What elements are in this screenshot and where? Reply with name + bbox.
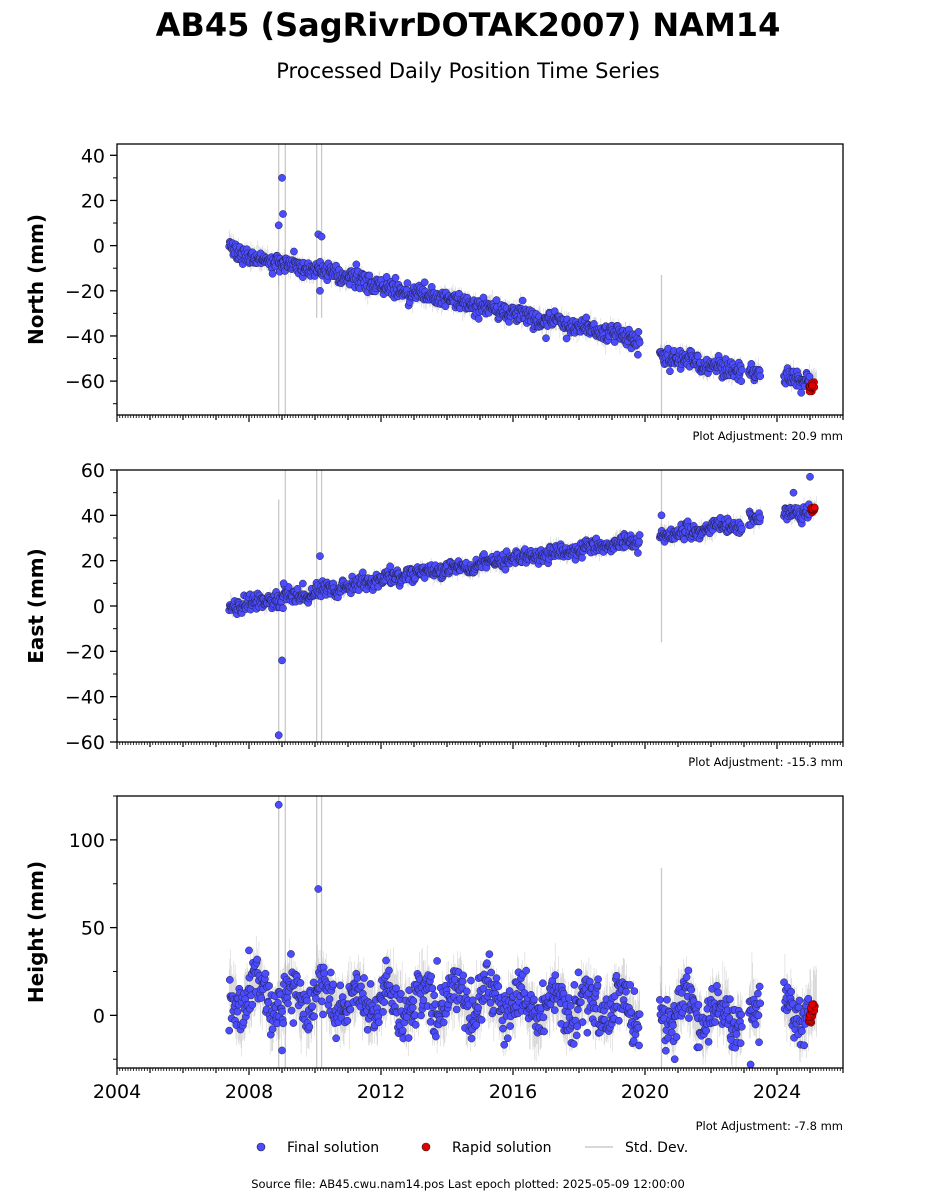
y-tick-label: −40: [65, 687, 105, 709]
outlier-point: [274, 731, 283, 740]
rapid-solution-east: [807, 503, 819, 517]
data-point: [403, 279, 412, 287]
data-point: [420, 278, 429, 287]
data-point: [634, 328, 643, 336]
y-axis-label-north: North (mm): [24, 214, 48, 345]
data-point: [293, 584, 302, 593]
data-point: [233, 1007, 242, 1016]
final-solution-north: [225, 174, 814, 397]
data-point: [635, 531, 644, 539]
data-point: [279, 1019, 288, 1028]
data-point: [635, 338, 644, 347]
y-tick-label: −40: [65, 326, 105, 348]
outlier-point: [278, 174, 286, 182]
data-point: [225, 1026, 234, 1035]
data-point: [518, 296, 527, 305]
data-point: [578, 553, 586, 562]
final-solution-east: [225, 472, 814, 740]
data-point: [635, 537, 643, 546]
data-point: [737, 524, 746, 533]
data-point: [261, 969, 270, 978]
data-point: [441, 302, 450, 311]
data-point: [666, 367, 674, 376]
data-point: [562, 334, 571, 343]
data-point: [365, 271, 374, 280]
data-point: [268, 269, 277, 278]
panel-east: 60 40 20 0 −20 −40 −60 East (mm): [24, 460, 844, 754]
data-point: [284, 999, 292, 1008]
data-point: [225, 976, 234, 984]
outlier-point: [542, 334, 550, 343]
data-point: [287, 950, 295, 958]
data-point: [756, 372, 765, 381]
outlier-point: [279, 210, 287, 218]
data-point: [253, 955, 261, 964]
plot-area-east: [225, 470, 819, 742]
data-point: [582, 313, 591, 322]
outlier-point: [316, 286, 324, 295]
data-point: [278, 1007, 286, 1016]
data-point: [694, 352, 702, 360]
plot-area-north: [225, 144, 819, 415]
data-point: [264, 998, 273, 1007]
outlier-point: [657, 511, 666, 520]
data-point: [634, 549, 642, 557]
panel-frame: [116, 469, 844, 743]
data-point: [391, 273, 400, 282]
outlier-point: [789, 488, 798, 497]
outlier-point: [279, 579, 288, 588]
chart-title: AB45 (SagRivrDOTAK2007) NAM14: [156, 6, 781, 44]
y-tick-label: 40: [81, 145, 105, 167]
data-point: [386, 562, 395, 571]
outlier-point: [274, 221, 283, 230]
data-point: [257, 994, 266, 1002]
data-point: [501, 565, 510, 574]
rapid-point: [810, 503, 819, 512]
y-tick-label: −60: [65, 371, 105, 393]
y-axis-label-east: East (mm): [24, 548, 48, 664]
outlier-point: [317, 232, 326, 241]
data-point: [248, 1000, 257, 1009]
data-point: [474, 315, 483, 323]
data-point: [797, 388, 806, 397]
y-tick-label: 20: [81, 551, 105, 573]
data-point: [737, 366, 746, 374]
y-tick-label: 40: [81, 505, 105, 527]
data-point: [756, 513, 765, 522]
panels-layer: 40 20 0 −20 −40 −60 North (mm) 60 40 20 0 −20 −40 −60…: [24, 143, 844, 1103]
data-point: [737, 377, 746, 386]
data-point: [352, 260, 361, 269]
y-tick-label: 0: [93, 596, 105, 618]
data-point: [287, 1006, 296, 1015]
final-solution-height: [225, 800, 814, 1068]
stddev-group-east: [228, 470, 817, 742]
data-point: [299, 579, 307, 588]
outlier-point: [278, 656, 286, 665]
y-tick-label: −20: [65, 641, 105, 663]
data-point: [290, 247, 298, 256]
rapid-point: [808, 381, 817, 390]
y-tick-label: −60: [65, 732, 105, 754]
panel-north: 40 20 0 −20 −40 −60 North (mm): [24, 143, 844, 422]
y-tick-label: −20: [65, 281, 105, 303]
plot-area-height: [225, 796, 819, 1068]
outlier-point: [806, 472, 814, 481]
chart-subtitle: Processed Daily Position Time Series: [276, 59, 660, 83]
y-tick-label: 60: [81, 460, 105, 482]
rapid-solution-north: [805, 378, 819, 396]
data-point: [268, 1025, 277, 1033]
data-point: [634, 350, 642, 359]
outlier-point: [316, 552, 324, 560]
y-tick-label: 20: [81, 190, 105, 212]
data-point: [265, 981, 273, 990]
y-tick-label: 0: [93, 236, 105, 258]
outlier-point: [279, 604, 287, 613]
